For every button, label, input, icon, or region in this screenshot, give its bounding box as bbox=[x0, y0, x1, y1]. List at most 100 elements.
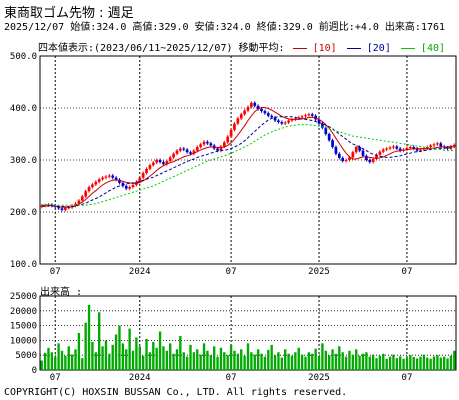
volume-bar bbox=[327, 355, 331, 370]
candle-body bbox=[361, 150, 365, 156]
candle-body bbox=[371, 158, 375, 163]
volume-bar bbox=[165, 350, 169, 370]
volume-bar bbox=[453, 350, 456, 370]
volume-bar bbox=[70, 354, 74, 370]
candle-body bbox=[266, 113, 270, 116]
candle-body bbox=[331, 140, 334, 147]
candle-body bbox=[64, 207, 67, 210]
candle-body bbox=[415, 148, 419, 151]
candle-body bbox=[131, 184, 135, 188]
candle-body bbox=[246, 106, 250, 111]
volume-bar bbox=[199, 354, 202, 370]
volume-bar bbox=[436, 355, 439, 370]
candle-body bbox=[175, 150, 179, 154]
ma40-legend-line bbox=[400, 47, 415, 49]
volume-bar bbox=[307, 352, 311, 370]
volume-bar bbox=[223, 352, 226, 370]
candle-body bbox=[229, 129, 233, 137]
volume-bar bbox=[192, 352, 196, 370]
volume-bar bbox=[341, 352, 344, 370]
candle-body bbox=[408, 147, 412, 149]
candle-body bbox=[206, 141, 209, 144]
candle-body bbox=[250, 102, 253, 107]
candle-body bbox=[192, 150, 196, 154]
volume-bar bbox=[229, 344, 233, 370]
volume-x-tick-label: 07 bbox=[402, 373, 413, 383]
candle-body bbox=[182, 148, 186, 150]
ma10-legend: [10] bbox=[312, 43, 337, 54]
candle-body bbox=[256, 105, 260, 110]
candle-body bbox=[155, 160, 159, 163]
candle-body bbox=[280, 122, 284, 124]
volume-bar bbox=[344, 356, 348, 370]
candle-body bbox=[287, 120, 290, 123]
candle-body bbox=[327, 134, 331, 141]
price-x-tick-label: 2025 bbox=[308, 267, 330, 277]
volume-x-tick-label: 07 bbox=[226, 373, 237, 383]
volume-label: 出来高 : bbox=[40, 287, 83, 298]
volume-bar bbox=[365, 352, 368, 370]
candle-body bbox=[222, 142, 226, 147]
ma20-legend-line bbox=[346, 47, 361, 49]
candle-body bbox=[253, 102, 257, 106]
candle-body bbox=[341, 157, 345, 162]
candle-body bbox=[219, 146, 223, 151]
volume-bar bbox=[145, 338, 148, 370]
volume-bar bbox=[77, 333, 81, 370]
candle-body bbox=[151, 162, 155, 166]
volume-bar bbox=[57, 343, 60, 370]
candle-body bbox=[439, 143, 443, 147]
candle-body bbox=[358, 147, 361, 151]
volume-bar bbox=[162, 346, 165, 370]
volume-bar bbox=[294, 352, 297, 370]
volume-bar bbox=[233, 350, 236, 370]
candle-body bbox=[101, 177, 104, 180]
volume-bar bbox=[297, 347, 300, 370]
candle-body bbox=[368, 160, 372, 163]
candle-body bbox=[436, 143, 439, 145]
volume-bar bbox=[118, 325, 121, 370]
candle-body bbox=[80, 196, 84, 201]
candle-body bbox=[412, 147, 416, 149]
candle-body bbox=[236, 118, 240, 124]
volume-bar bbox=[402, 358, 405, 370]
volume-bar bbox=[172, 353, 175, 370]
candle-body bbox=[209, 143, 213, 146]
candle-body bbox=[429, 145, 432, 147]
volume-bar bbox=[40, 360, 43, 370]
candle-body bbox=[388, 147, 392, 149]
volume-bar bbox=[148, 352, 152, 370]
volume-bar bbox=[334, 353, 338, 370]
volume-bar bbox=[81, 358, 84, 370]
price-y-tick-label: 200.0 bbox=[10, 208, 37, 218]
volume-y-tick-label: 5000 bbox=[15, 351, 37, 361]
volume-bar bbox=[449, 355, 453, 370]
period-legend: 四本値表示:(2023/06/11~2025/12/07) 移動平均: [10]… bbox=[38, 39, 445, 54]
price-x-tick-label: 2024 bbox=[129, 267, 151, 277]
volume-bar bbox=[378, 355, 382, 370]
volume-bar bbox=[91, 341, 94, 370]
candle-body bbox=[354, 147, 358, 153]
ma40-line bbox=[41, 124, 455, 206]
volume-bar bbox=[405, 357, 409, 370]
candle-body bbox=[128, 187, 131, 189]
volume-bar bbox=[429, 358, 432, 370]
candle-body bbox=[87, 187, 91, 192]
volume-bar bbox=[382, 353, 385, 370]
volume-bar bbox=[189, 344, 192, 370]
ma40-legend: [40] bbox=[420, 43, 446, 54]
volume-bar bbox=[442, 356, 446, 370]
candle-body bbox=[304, 115, 307, 117]
volume-y-tick-label: 20000 bbox=[10, 307, 37, 317]
volume-bar bbox=[206, 350, 209, 370]
candle-body bbox=[138, 177, 142, 182]
candle-body bbox=[324, 127, 328, 134]
volume-bar bbox=[267, 349, 270, 370]
candle-body bbox=[114, 177, 118, 180]
volume-bar bbox=[74, 349, 77, 370]
volume-bar bbox=[60, 350, 64, 370]
candle-body bbox=[378, 151, 382, 155]
volume-bar bbox=[108, 353, 111, 370]
volume-bar bbox=[321, 343, 324, 370]
candle-body bbox=[47, 204, 50, 206]
